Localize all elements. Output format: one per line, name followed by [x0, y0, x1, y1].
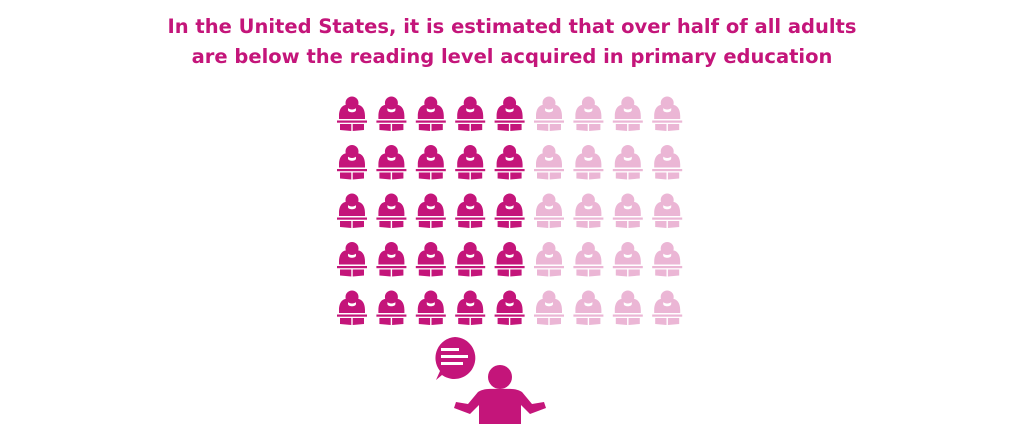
reader-icon — [494, 290, 525, 325]
reader-icon — [612, 290, 643, 325]
reader-icon — [455, 145, 486, 180]
reader-icon — [376, 290, 407, 325]
reader-icon — [415, 290, 446, 325]
reader-icon — [573, 145, 604, 180]
reader-icon — [652, 290, 683, 325]
reader-icon — [494, 96, 525, 131]
reader-icon — [573, 290, 604, 325]
reader-icon — [573, 96, 604, 131]
bubble-line — [441, 355, 468, 358]
reader-icon — [337, 242, 367, 277]
reader-icon — [455, 290, 486, 325]
person-head — [488, 365, 512, 389]
reader-icon — [534, 96, 564, 131]
reader-icon — [415, 242, 446, 277]
reader-icon — [573, 242, 604, 277]
reader-icon — [415, 96, 446, 131]
reader-icon — [652, 96, 683, 131]
reader-icon — [652, 242, 683, 277]
reader-icon — [612, 96, 643, 131]
reader-icon — [415, 145, 446, 180]
reader-icon — [612, 242, 643, 277]
bubble-line — [441, 348, 459, 351]
reader-icon — [573, 193, 604, 228]
reader-icon — [494, 242, 525, 277]
reader-icon — [376, 96, 407, 131]
reader-icon — [494, 193, 525, 228]
reader-icon — [455, 242, 486, 277]
person-body — [454, 388, 546, 424]
reader-icon — [337, 96, 367, 131]
reader-icon — [337, 193, 367, 228]
bubble-line — [441, 362, 463, 365]
reader-icon — [534, 145, 564, 180]
reader-icon — [376, 193, 407, 228]
reader-icon — [652, 145, 683, 180]
reader-icon — [337, 290, 367, 325]
reader-icon — [455, 96, 486, 131]
reader-icon — [612, 145, 643, 180]
speech-bubble — [435, 337, 476, 380]
reader-icon — [612, 193, 643, 228]
reader-icon — [415, 193, 446, 228]
icon-grid — [337, 96, 683, 325]
reader-icon — [534, 290, 564, 325]
reader-icon — [494, 145, 525, 180]
reader-icon — [652, 193, 683, 228]
reader-icon — [534, 242, 564, 277]
reader-icon — [376, 145, 407, 180]
speaker-illustration — [435, 337, 546, 424]
reader-icon — [376, 242, 407, 277]
reader-icon — [337, 145, 367, 180]
reader-icon — [455, 193, 486, 228]
title-line: are below the reading level acquired in … — [192, 45, 833, 68]
title-line: In the United States, it is estimated th… — [167, 15, 856, 38]
reader-icon — [534, 193, 564, 228]
